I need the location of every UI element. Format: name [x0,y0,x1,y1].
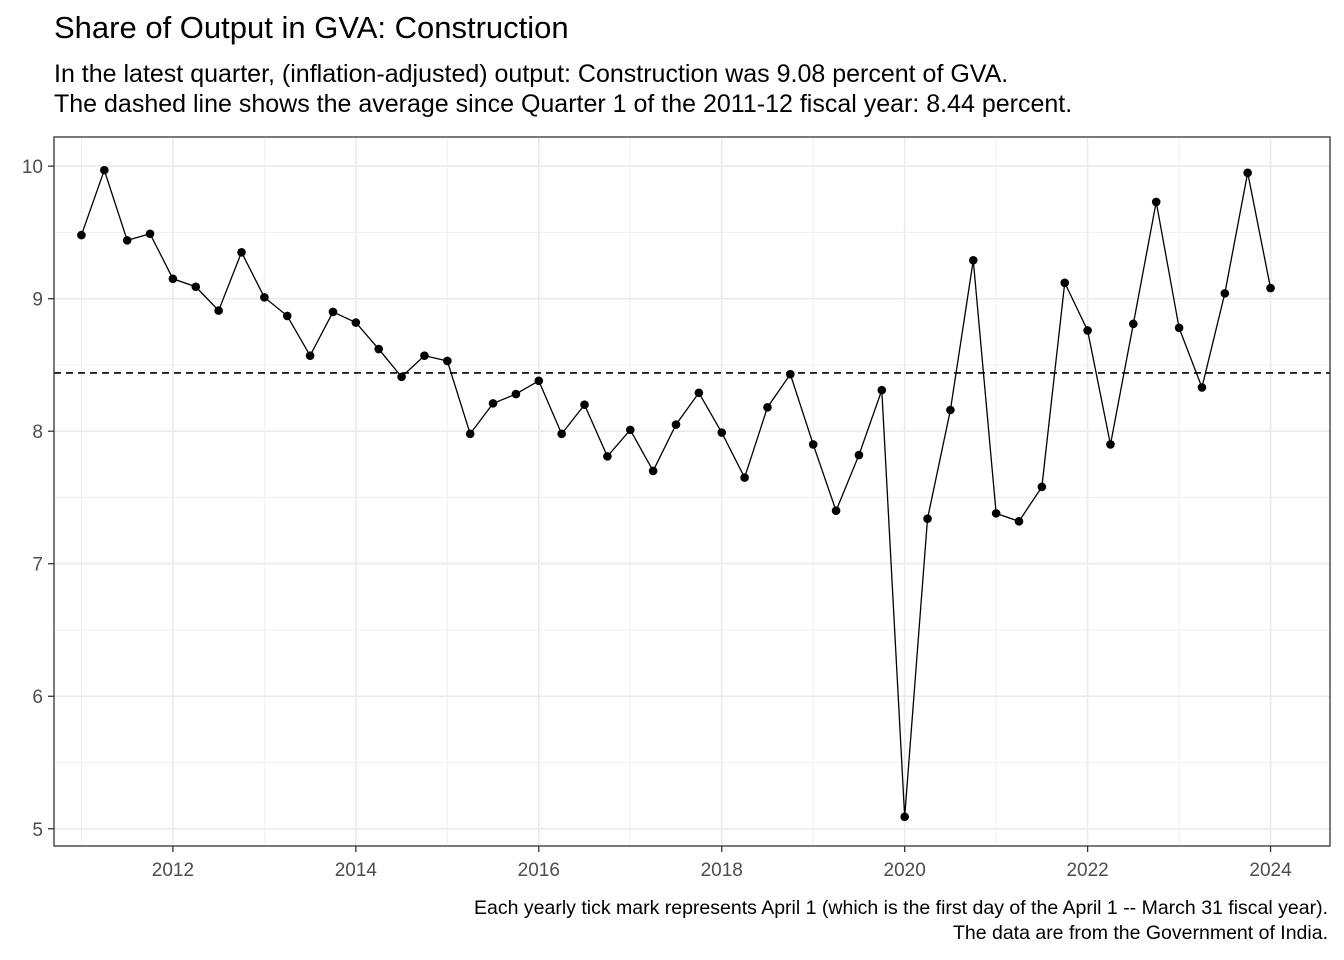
axis-ticks [48,165,1272,852]
data-point [717,428,727,437]
x-tick-label: 2020 [884,860,926,881]
data-point [1106,440,1115,449]
data-point [237,247,246,257]
axis-tick-labels: 2012 2014 2016 2018 2020 2022 2024 5 6 7 8 9 10 [22,157,1292,881]
data-point [557,429,566,439]
series-layer [80,168,1272,817]
data-point [763,403,772,412]
minor-gridlines [54,137,1330,846]
data-point [168,274,178,284]
x-tick-label: 2012 [152,860,194,881]
data-point [420,351,429,360]
x-tick-label: 2014 [335,860,378,881]
data-point [1014,517,1024,526]
chart-subtitle-line-2: The dashed line shows the average since … [54,90,1073,118]
chart-subtitle-line-1: In the latest quarter, (inflation-adjust… [54,60,1009,88]
data-point [1197,383,1207,392]
x-tick-label: 2018 [701,860,743,881]
data-point [374,344,384,354]
y-tick-label: 6 [32,687,43,708]
data-point [397,372,406,382]
x-tick-label: 2022 [1066,860,1108,881]
data-point [694,388,704,398]
data-point [831,506,841,516]
y-tick-label: 7 [32,555,43,576]
y-tick-label: 9 [32,290,43,311]
data-point [1266,283,1275,293]
data-point [145,229,155,239]
data-point [671,420,681,429]
data-point [351,318,361,327]
major-gridlines [54,137,1330,846]
x-tick-label: 2016 [518,860,560,881]
data-point [854,450,864,460]
data-point [923,514,932,523]
data-points-layer [77,165,1275,822]
data-point [511,389,521,399]
data-point [534,376,544,386]
y-tick-label: 10 [22,157,43,178]
y-tick-label: 5 [32,820,43,841]
data-point [1129,319,1138,329]
data-point [465,429,475,439]
chart-caption-line-2: The data are from the Government of Indi… [952,922,1328,944]
data-point [1060,278,1070,288]
plot-panel-border [53,136,1331,847]
data-point [1151,197,1161,207]
data-point [648,466,658,476]
data-point [808,440,818,449]
series-line [80,168,1272,817]
data-point [580,400,589,409]
data-point [488,399,498,408]
data-point [946,405,955,415]
data-point [260,293,269,302]
data-point [1037,482,1047,492]
chart-caption-line-1: Each yearly tick mark represents April 1… [474,897,1328,919]
data-point [328,307,338,317]
data-point [1243,168,1252,178]
data-point [625,425,635,435]
data-point [305,351,315,360]
x-tick-label: 2024 [1249,860,1292,881]
data-point [100,165,109,175]
data-point [191,282,201,292]
data-point [740,473,749,482]
data-point [968,255,978,265]
data-point [77,230,86,240]
data-point [214,306,223,315]
chart-title: Share of Output in GVA: Construction [54,10,569,45]
data-point [786,369,795,379]
data-point [1174,323,1184,333]
data-point [122,236,132,245]
data-point [1220,289,1230,298]
data-point [991,509,1001,518]
data-point [877,385,887,395]
data-point [443,356,452,366]
data-point [603,452,612,461]
y-tick-label: 8 [32,422,43,443]
data-point [1083,326,1092,335]
data-point [900,812,909,822]
data-point [282,311,292,321]
